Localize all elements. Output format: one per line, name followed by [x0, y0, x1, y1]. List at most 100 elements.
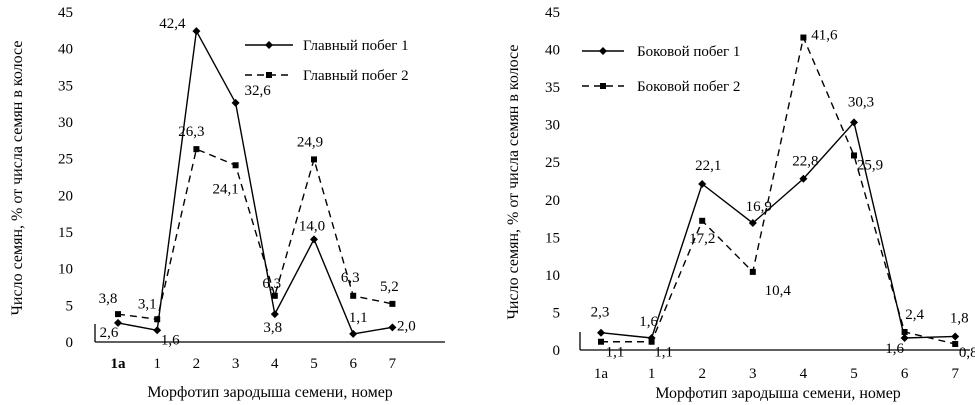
- data-label: 22,8: [792, 154, 818, 170]
- data-point-square: [115, 311, 121, 318]
- data-point-diamond: [388, 323, 397, 332]
- data-label: 24,1: [212, 181, 238, 197]
- data-point-square: [271, 292, 278, 299]
- y-tick-label: 20: [58, 188, 73, 204]
- legend: Главный побег 1 Главный побег 2: [245, 38, 409, 84]
- data-point-diamond: [597, 328, 605, 337]
- y-axis-title: Число семян, % от числа семян в колосе: [505, 45, 522, 320]
- series-2: 3,8 3,1 26,3 24,1 6,3 24,9 6,3 5,2: [99, 124, 399, 323]
- y-tick-label: 25: [545, 155, 560, 171]
- data-point-diamond: [748, 219, 757, 228]
- data-point-square: [699, 217, 706, 224]
- legend-marker: [599, 47, 607, 55]
- data-point-square: [232, 162, 239, 169]
- y-tick-label: 0: [66, 335, 74, 351]
- data-point-square: [952, 340, 959, 347]
- data-point-square: [154, 316, 161, 323]
- x-tick-label: 4: [271, 356, 279, 372]
- y-tick-label: 5: [66, 298, 74, 314]
- x-tick-label: 5: [850, 366, 858, 382]
- x-tick-label: 1: [153, 356, 161, 372]
- series-1: 2,6 1,6 42,4 32,6 3,8 14,0 1,1 2,0: [100, 16, 416, 348]
- x-tick-label: 1a: [111, 356, 127, 372]
- x-tick-label: 3: [232, 356, 240, 372]
- data-point-diamond: [192, 27, 201, 36]
- y-tick-label: 45: [58, 5, 73, 21]
- data-label: 2,6: [100, 325, 119, 341]
- data-point-square: [311, 156, 317, 163]
- legend-marker: [600, 83, 606, 89]
- data-point-diamond: [310, 235, 318, 244]
- data-label: 3,8: [263, 320, 282, 336]
- legend-marker: [265, 41, 273, 49]
- data-point-square: [800, 34, 807, 41]
- data-point-diamond: [850, 118, 858, 127]
- data-label: 3,1: [138, 296, 157, 312]
- data-label: 6,3: [262, 276, 281, 292]
- data-label: 2,4: [905, 307, 924, 323]
- x-axis-title: Морфотип зародыша семени, номер: [655, 385, 901, 402]
- y-tick-label: 10: [545, 268, 560, 284]
- x-tick-label: 2: [193, 356, 201, 372]
- y-tick-label: 40: [545, 43, 560, 59]
- data-label: 0,8: [959, 345, 975, 361]
- data-label: 1,6: [885, 341, 904, 357]
- x-tick-label: 1: [648, 366, 656, 382]
- x-tick-label: 2: [698, 366, 706, 382]
- y-tick-label: 15: [58, 225, 73, 241]
- x-tick-label: 5: [310, 356, 318, 372]
- y-tick-label: 10: [58, 262, 73, 278]
- data-point-diamond: [698, 180, 707, 189]
- data-label: 10,4: [765, 283, 792, 299]
- data-label: 14,0: [299, 218, 325, 234]
- y-tick-label: 35: [58, 78, 73, 94]
- data-label: 1,6: [161, 332, 180, 348]
- data-label: 2,0: [397, 318, 416, 334]
- series-line: [117, 28, 393, 335]
- legend-marker: [266, 72, 272, 78]
- data-label: 1,6: [639, 314, 658, 330]
- data-point-diamond: [114, 318, 122, 327]
- legend-label: Главный побег 1: [303, 38, 409, 54]
- data-point-square: [648, 338, 655, 345]
- y-tick-label: 45: [545, 5, 560, 21]
- data-point-diamond: [799, 174, 808, 183]
- data-label: 5,2: [380, 279, 399, 295]
- data-label: 42,4: [159, 16, 186, 32]
- y-tick-label: 5: [553, 305, 561, 321]
- data-point-diamond: [231, 98, 240, 107]
- data-point-diamond: [349, 329, 358, 338]
- x-tick-label: 4: [800, 366, 808, 382]
- data-label: 41,6: [811, 28, 838, 44]
- data-point-square: [598, 338, 604, 345]
- y-tick-label: 20: [545, 193, 560, 209]
- y-tick-label: 25: [58, 152, 73, 168]
- data-label: 24,9: [297, 134, 323, 150]
- x-tick-label: 6: [349, 356, 357, 372]
- y-axis-title: Число семян, % от числа семян в колосе: [9, 41, 26, 316]
- data-label: 1,1: [606, 345, 625, 361]
- x-tick-label: 1a: [594, 366, 609, 382]
- data-label: 1,8: [950, 310, 969, 326]
- series-line: [601, 35, 956, 345]
- data-label: 30,3: [848, 94, 874, 110]
- y-tick-label: 30: [545, 118, 560, 134]
- data-point-diamond: [270, 310, 279, 319]
- x-tick-label: 7: [389, 356, 397, 372]
- data-label: 17,2: [689, 231, 715, 247]
- data-label: 1,1: [349, 310, 368, 326]
- data-point-diamond: [153, 326, 162, 335]
- data-point-square: [851, 152, 857, 159]
- series-2: 1,1 1,1 17,2 10,4 41,6 25,9 2,4 0,8: [598, 28, 975, 361]
- data-point-diamond: [900, 333, 909, 342]
- x-tick-label: 7: [951, 366, 959, 382]
- data-label: 22,1: [695, 158, 721, 174]
- legend-label: Главный побег 2: [303, 68, 409, 84]
- data-label: 6,3: [341, 270, 360, 286]
- data-label: 2,3: [591, 305, 610, 321]
- data-point-square: [901, 328, 908, 335]
- data-point-diamond: [951, 332, 960, 341]
